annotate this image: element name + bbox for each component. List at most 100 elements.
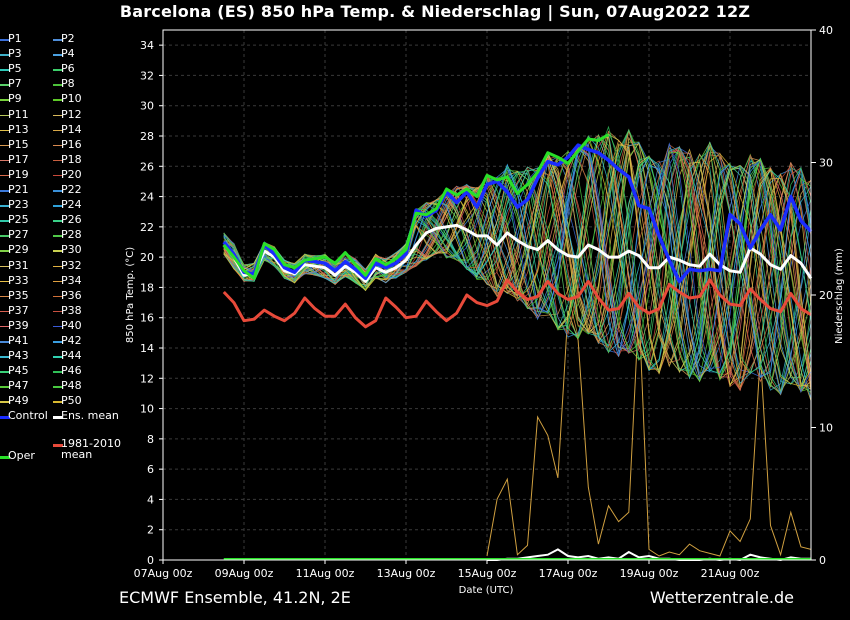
legend-swatch <box>0 69 10 71</box>
y-tick-label: 16 <box>140 312 154 325</box>
legend-swatch <box>53 401 63 403</box>
x-tick-label: 19Aug 00z <box>620 567 679 580</box>
legend-label: P44 <box>61 349 82 363</box>
legend-label: P45 <box>8 364 29 378</box>
legend-swatch <box>0 129 10 132</box>
legend-swatch <box>0 235 10 237</box>
legend-swatch <box>53 416 63 419</box>
legend-swatch <box>0 84 10 86</box>
legend-label: Oper <box>8 449 35 462</box>
precipitation-layer <box>223 306 812 562</box>
legend-label: P48 <box>61 379 82 393</box>
legend-swatch <box>53 190 63 192</box>
series-line-1981-2010-mean <box>222 278 812 329</box>
precip-max-line <box>486 306 812 557</box>
legend-label: P36 <box>61 288 82 302</box>
legend-swatch <box>53 356 63 358</box>
y-tick-label: 0 <box>147 554 154 567</box>
legend-label: P50 <box>61 394 82 408</box>
y-tick-label: 10 <box>140 403 154 416</box>
y-tick-label: 20 <box>140 251 154 264</box>
legend-label: P42 <box>61 334 82 347</box>
y-right-tick-label: 30 <box>819 157 833 170</box>
legend-label: P38 <box>61 303 82 317</box>
x-tick-label: 09Aug 00z <box>215 567 274 580</box>
series-layer <box>222 133 813 329</box>
series-line-ens-mean <box>222 223 813 283</box>
series-line-oper <box>222 133 610 280</box>
legend-swatch <box>53 174 63 177</box>
legend-swatch <box>53 114 63 116</box>
legend-swatch <box>0 280 10 283</box>
legend-label: P35 <box>8 288 29 302</box>
legend-label: P24 <box>61 198 82 212</box>
legend-label: P20 <box>61 167 82 181</box>
legend-swatch <box>53 310 63 313</box>
legend-label: P12 <box>61 107 82 121</box>
source-label: Wetterzentrale.de <box>649 588 794 607</box>
y-right-tick-label: 20 <box>819 289 833 302</box>
legend-label: P33 <box>8 273 29 287</box>
legend-swatch <box>0 99 10 101</box>
legend-label: P1 <box>8 32 22 45</box>
legend-label: P28 <box>61 228 82 242</box>
legend-swatch <box>53 386 63 388</box>
y-axis-label-right: Niederschlag (mm) <box>834 248 845 344</box>
legend-swatch <box>0 220 10 222</box>
y-tick-label: 14 <box>140 342 154 355</box>
legend-swatch <box>0 39 10 41</box>
legend-label: P11 <box>8 107 29 121</box>
legend-label: P34 <box>61 273 82 287</box>
legend-swatch <box>53 69 63 71</box>
legend-swatch <box>53 280 63 283</box>
legend-label: P26 <box>61 213 82 227</box>
legend-label: Control <box>8 409 48 422</box>
legend-swatch <box>0 401 10 403</box>
legend-swatch <box>0 265 10 267</box>
ensemble-members-layer <box>223 125 812 402</box>
y-tick-label: 30 <box>140 100 154 113</box>
plot-frame <box>162 29 812 561</box>
legend-swatch <box>53 444 63 447</box>
legend-swatch <box>0 190 10 192</box>
y-right-tick-label: 10 <box>819 422 833 435</box>
x-axis-label: Date (UTC) <box>459 585 514 596</box>
ensemble-member-line <box>223 128 812 385</box>
legend-label: P39 <box>8 318 29 332</box>
legend-swatch <box>0 341 10 343</box>
y-tick-label: 6 <box>147 463 154 476</box>
legend-label: P13 <box>8 122 29 136</box>
legend-label: P6 <box>61 62 75 76</box>
y-tick-label: 2 <box>147 524 154 537</box>
y-tick-label: 18 <box>140 281 154 294</box>
legend-swatch <box>0 371 10 373</box>
y-tick-label: 28 <box>140 130 154 143</box>
y-tick-label: 34 <box>140 39 154 52</box>
y-tick-label: 32 <box>140 69 154 82</box>
y-tick-label: 26 <box>140 160 154 173</box>
legend-swatch <box>53 341 63 343</box>
legend-label: P16 <box>61 137 82 151</box>
legend-swatch <box>53 129 63 132</box>
x-tick-label: 21Aug 00z <box>701 567 760 580</box>
legend-label: P15 <box>8 137 29 151</box>
x-tick-label: 15Aug 00z <box>458 567 517 580</box>
legend-swatch <box>53 265 63 267</box>
ensemble-member-line <box>223 146 812 392</box>
legend-label: P30 <box>61 243 82 257</box>
legend-label: P22 <box>61 183 82 196</box>
legend-swatch <box>0 295 10 298</box>
y-tick-label: 12 <box>140 372 154 385</box>
y-right-tick-label: 0 <box>819 554 826 567</box>
legend-swatch <box>0 310 10 313</box>
legend-label: P21 <box>8 183 29 196</box>
legend-label: P32 <box>61 258 82 272</box>
legend-swatch <box>53 99 63 101</box>
legend-swatch <box>0 159 10 162</box>
legend-label: P47 <box>8 379 29 393</box>
legend-swatch <box>53 159 63 162</box>
legend-label: P37 <box>8 303 29 317</box>
legend-label: P27 <box>8 228 29 242</box>
x-tick-label: 11Aug 00z <box>296 567 355 580</box>
